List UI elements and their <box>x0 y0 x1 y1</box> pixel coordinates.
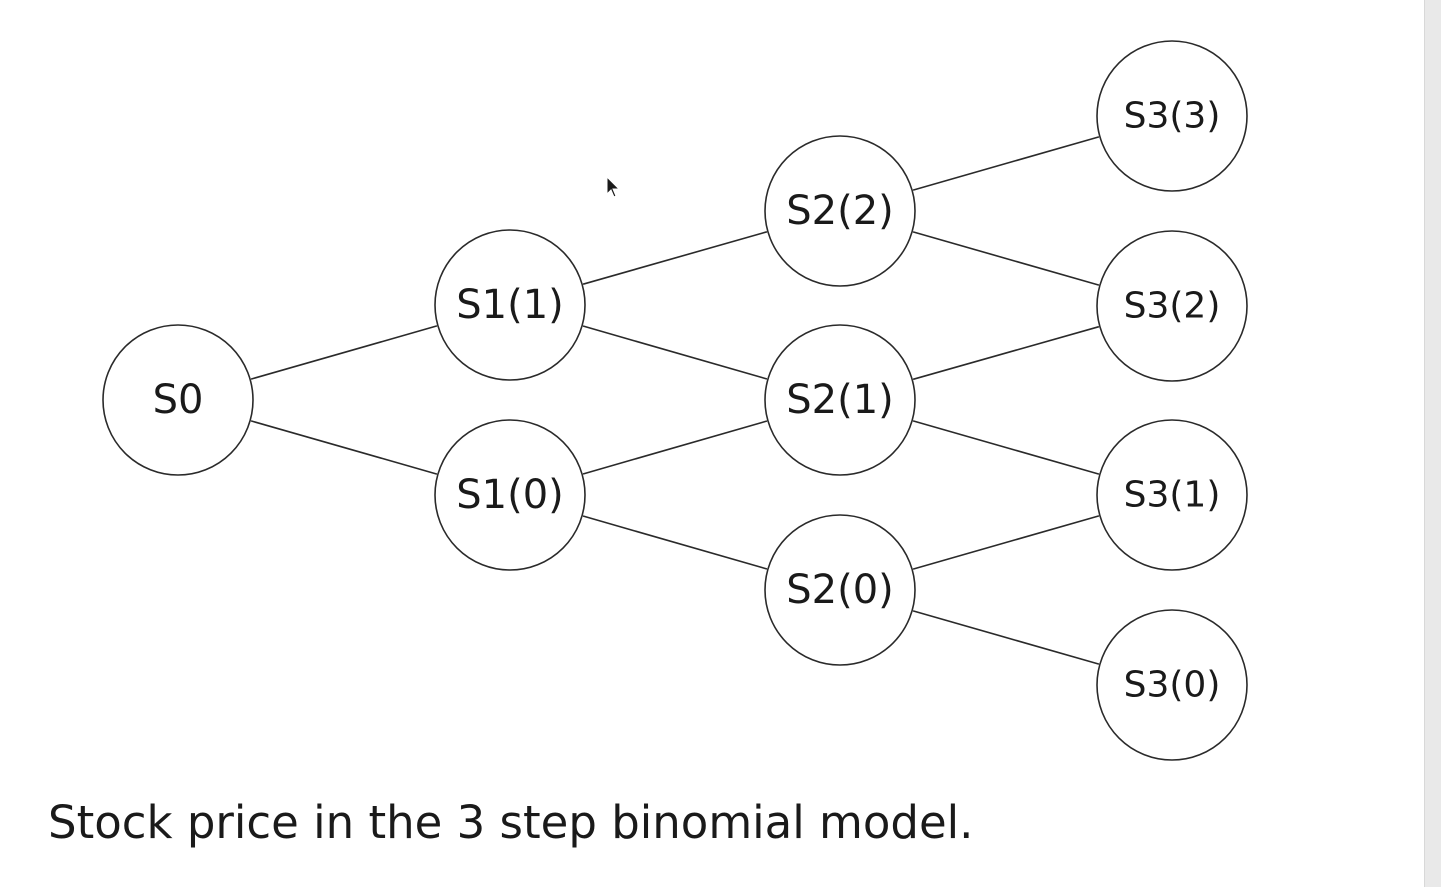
node-s3_2: S3(2) <box>1096 230 1248 382</box>
slide-caption: Stock price in the 3 step binomial model… <box>48 796 974 849</box>
node-s2_1: S2(1) <box>764 324 916 476</box>
edge-s0-s1_1 <box>250 325 438 380</box>
edges-layer <box>250 136 1100 665</box>
node-label: S0 <box>153 377 204 423</box>
node-label: S2(2) <box>786 188 894 234</box>
node-circle <box>434 419 586 571</box>
node-circle <box>764 324 916 476</box>
edge-s2_0-s3_0 <box>912 610 1100 665</box>
node-s0: S0 <box>102 324 254 476</box>
node-s3_0: S3(0) <box>1096 609 1248 761</box>
node-s1_0: S1(0) <box>434 419 586 571</box>
nodes-layer: S0 S1(1) S1(0) S2(2) S2(1) S2(0) S3(3) S3(2) S3(… <box>102 40 1248 761</box>
edge-s2_2-s3_3 <box>912 136 1100 191</box>
node-circle <box>1096 609 1248 761</box>
node-s3_1: S3(1) <box>1096 419 1248 571</box>
node-label: S3(0) <box>1124 665 1221 706</box>
node-s2_2: S2(2) <box>764 135 916 287</box>
node-circle <box>102 324 254 476</box>
node-label: S3(1) <box>1124 475 1221 516</box>
node-label: S2(1) <box>786 377 894 423</box>
node-circle <box>764 514 916 666</box>
mouse-cursor-icon <box>606 176 621 198</box>
node-label: S3(3) <box>1124 96 1221 137</box>
node-circle <box>1096 40 1248 192</box>
window-edge-strip <box>1424 0 1441 887</box>
edge-s1_1-s2_1 <box>582 325 768 380</box>
node-s1_1: S1(1) <box>434 229 586 381</box>
node-circle <box>1096 419 1248 571</box>
node-s2_0: S2(0) <box>764 514 916 666</box>
node-s3_3: S3(3) <box>1096 40 1248 192</box>
node-circle <box>434 229 586 381</box>
node-label: S1(1) <box>456 282 564 328</box>
edge-s0-s1_0 <box>250 420 438 475</box>
node-label: S2(0) <box>786 567 894 613</box>
edge-s2_1-s3_1 <box>912 420 1100 475</box>
node-circle <box>764 135 916 287</box>
edge-s1_0-s2_0 <box>582 515 768 570</box>
node-label: S3(2) <box>1124 286 1221 327</box>
edge-s2_1-s3_2 <box>912 325 1100 381</box>
edge-s1_1-s2_2 <box>582 231 768 285</box>
node-circle <box>1096 230 1248 382</box>
edge-s2_2-s3_2 <box>912 231 1100 286</box>
edge-s2_0-s3_1 <box>912 515 1100 570</box>
node-label: S1(0) <box>456 472 564 518</box>
edge-s1_0-s2_1 <box>582 420 768 475</box>
